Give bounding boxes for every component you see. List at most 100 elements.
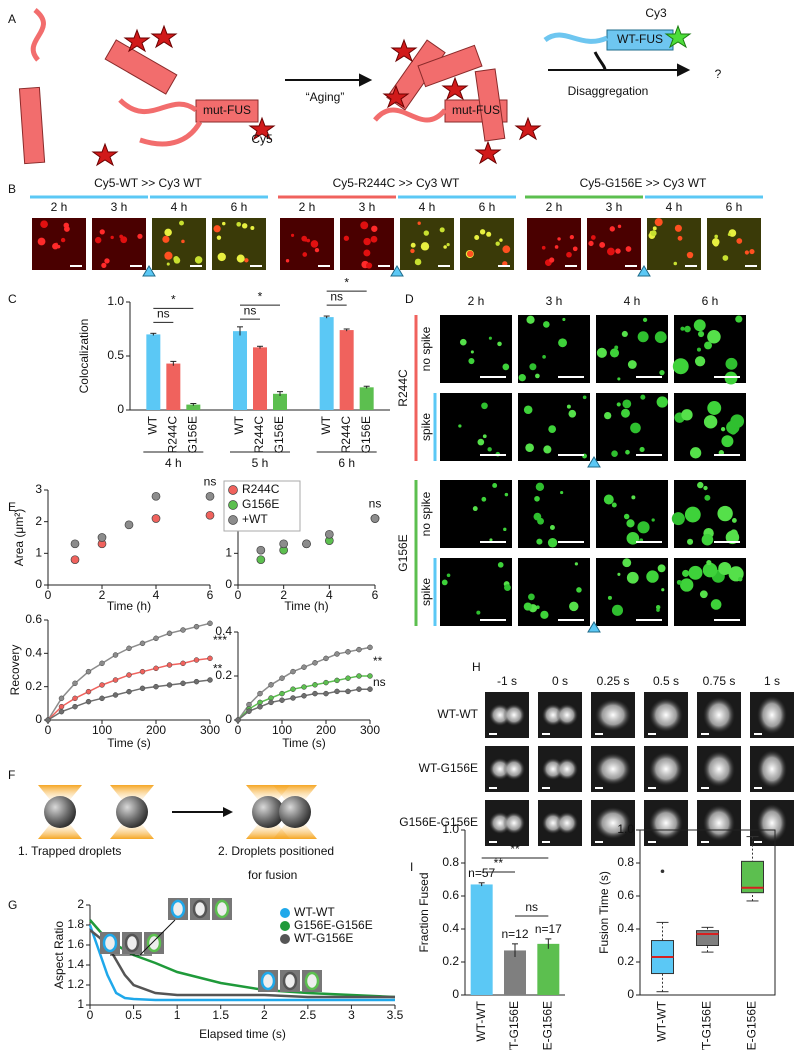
- droplet: [306, 238, 311, 243]
- droplet: [489, 538, 493, 542]
- point: [112, 677, 119, 683]
- arrow-head: [223, 807, 233, 817]
- droplet: [649, 806, 683, 840]
- point: [193, 657, 200, 663]
- schematic-label: “Aging”: [306, 90, 345, 104]
- point: [139, 668, 146, 675]
- droplet: [236, 221, 242, 227]
- legend-label: G156E-G156E: [294, 918, 373, 932]
- point: [58, 708, 65, 715]
- bar: [273, 393, 287, 410]
- droplet: [661, 588, 665, 592]
- droplet: [631, 495, 636, 500]
- droplet: [659, 369, 665, 376]
- droplet: [639, 446, 645, 453]
- droplet: [736, 238, 743, 244]
- droplet: [503, 812, 525, 834]
- time-label: 6 h: [702, 294, 719, 308]
- droplet: [722, 255, 729, 261]
- x-tick-label: 3.5: [387, 1008, 404, 1022]
- time-label: 2 h: [468, 294, 485, 308]
- droplet: [595, 807, 631, 839]
- x-tick-label: 1: [174, 1008, 181, 1022]
- droplet: [701, 533, 714, 546]
- caption: 1. Trapped droplets: [18, 844, 121, 858]
- bar: [504, 950, 526, 995]
- legend-swatch: [280, 921, 290, 931]
- significance-label: ns: [525, 900, 538, 914]
- point: [367, 673, 373, 679]
- droplet: [696, 347, 701, 352]
- droplet: [672, 358, 689, 375]
- group-label: 6 h: [338, 456, 355, 470]
- droplet: [611, 502, 617, 508]
- droplet: [162, 235, 170, 243]
- droplet: [216, 235, 222, 240]
- droplet: [673, 261, 678, 266]
- x-tick-label: 200: [316, 723, 336, 737]
- droplet: [526, 315, 535, 324]
- schematic-label: Cy5: [251, 132, 273, 146]
- legend-swatch: [228, 485, 238, 495]
- inset-droplet: [170, 899, 186, 919]
- panel-label: A: [8, 12, 16, 26]
- y-axis-title: Aspect Ratio: [52, 921, 66, 989]
- point: [367, 686, 373, 692]
- droplet: [213, 225, 221, 233]
- point: [256, 555, 266, 565]
- droplet: [622, 399, 632, 409]
- significance-label: *: [171, 293, 176, 307]
- inset-droplet: [124, 933, 140, 953]
- droplet: [637, 521, 650, 534]
- point: [356, 686, 362, 692]
- y-tick-label: 1.2: [67, 977, 84, 991]
- droplet: [181, 239, 185, 244]
- droplet: [503, 704, 525, 726]
- droplet: [572, 246, 578, 252]
- droplet: [556, 758, 578, 780]
- micrograph: [587, 218, 641, 270]
- droplet: [541, 245, 546, 250]
- droplet: [710, 599, 722, 610]
- point: [257, 704, 263, 710]
- point: [180, 680, 186, 687]
- bar: [339, 330, 354, 410]
- micrograph: [527, 218, 581, 270]
- series-line: [237, 646, 371, 721]
- droplet: [314, 247, 320, 253]
- point: [112, 692, 119, 698]
- point: [99, 695, 105, 702]
- droplet: [654, 331, 667, 344]
- droplet: [616, 402, 621, 407]
- series-line: [88, 924, 395, 1002]
- point: [151, 491, 161, 501]
- y-tick-label: 0.4: [25, 646, 42, 660]
- droplet: [757, 750, 787, 788]
- droplet: [423, 230, 430, 236]
- droplet: [536, 538, 543, 545]
- y-axis-title: Fusion Time (s): [597, 871, 611, 954]
- droplet: [502, 363, 510, 371]
- inset-droplet: [192, 899, 208, 919]
- droplet: [738, 576, 743, 582]
- point: [246, 708, 252, 714]
- bar: [233, 331, 247, 410]
- category-label: G156E: [186, 416, 200, 453]
- droplet: [652, 226, 657, 231]
- point: [301, 684, 307, 690]
- group-label: G156E: [396, 534, 410, 571]
- legend-label: R244C: [242, 482, 280, 496]
- point: [58, 703, 65, 710]
- droplet: [499, 238, 503, 242]
- droplet: [566, 404, 571, 409]
- droplet: [606, 247, 615, 256]
- marker-triangle: [142, 265, 156, 277]
- droplet: [420, 242, 430, 251]
- droplet: [704, 341, 712, 350]
- droplet: [617, 224, 622, 229]
- micrograph: [596, 315, 668, 383]
- time-label: 4 h: [666, 200, 683, 214]
- point: [85, 668, 92, 675]
- droplet: [599, 242, 606, 248]
- inset-pointer: [139, 919, 176, 956]
